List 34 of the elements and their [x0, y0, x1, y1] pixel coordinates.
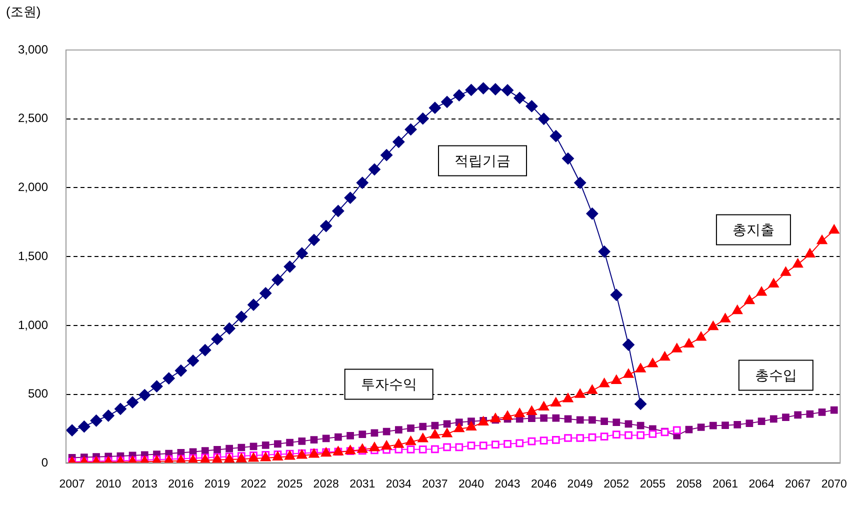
y-tick-label: 2,500 [18, 111, 48, 126]
y-tick-label: 3,000 [18, 42, 48, 56]
x-tick-label: 2040 [458, 478, 484, 490]
x-tick-label: 2037 [422, 478, 448, 490]
x-tick-label: 2055 [640, 478, 666, 490]
x-tick-label: 2043 [494, 478, 520, 490]
annotation: 총지출 [732, 222, 774, 238]
y-tick-label: 1,000 [18, 318, 48, 332]
x-tick-label: 2046 [531, 478, 557, 490]
x-tick-label: 2025 [277, 478, 303, 490]
annotation: 총수입 [754, 367, 797, 384]
x-tick-label: 2007 [59, 478, 85, 490]
x-tick-label: 2016 [168, 478, 194, 490]
y-axis-title: (조원) [6, 4, 41, 20]
x-tick-label: 2028 [313, 478, 339, 490]
x-tick-label: 2058 [676, 478, 702, 490]
x-tick-label: 2022 [240, 478, 266, 490]
x-tick-label: 2034 [386, 478, 412, 490]
y-tick-label: 2,000 [18, 180, 48, 194]
x-tick-label: 2052 [604, 478, 630, 490]
x-tick-label: 2031 [350, 478, 376, 490]
x-tick-label: 2067 [785, 478, 811, 490]
x-tick-label: 2070 [821, 478, 847, 490]
x-tick-label: 2010 [96, 478, 122, 490]
y-tick-label: 0 [41, 456, 48, 470]
y-tick-label: 500 [28, 386, 48, 401]
y-tick-label: 1,500 [18, 248, 48, 263]
x-tick-label: 2019 [204, 478, 230, 490]
x-tick-label: 2049 [567, 478, 593, 490]
annotation: 적립기금 [454, 152, 511, 169]
x-tick-label: 2061 [712, 478, 738, 490]
x-tick-label: 2013 [132, 478, 158, 490]
x-tick-label: 2064 [748, 478, 775, 490]
annotation: 투자수익 [360, 376, 417, 392]
